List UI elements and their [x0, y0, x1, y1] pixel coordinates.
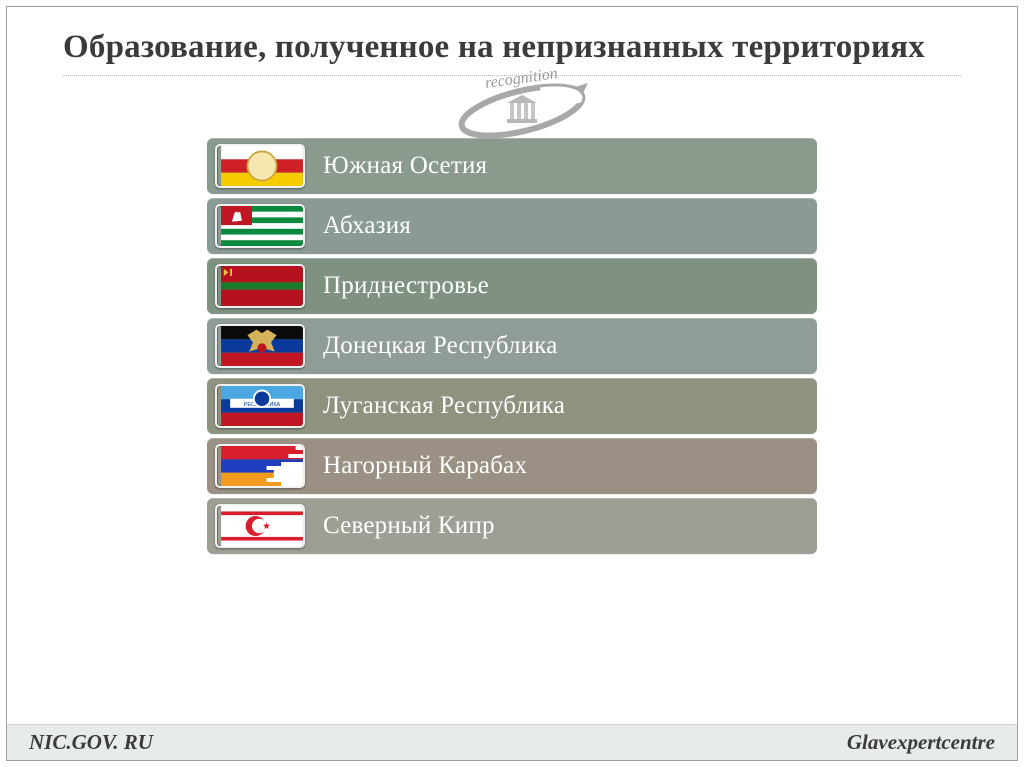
flag-south-ossetia-icon	[215, 144, 305, 188]
flag-donetsk-icon	[215, 324, 305, 368]
territory-row-artsakh: Нагорный Карабах	[207, 438, 817, 494]
territory-row-transnistria: Приднестровье	[207, 258, 817, 314]
territory-list: Южная Осетия Абхазия Приднестровье Донецкая…	[207, 138, 817, 554]
territory-label: Нагорный Карабах	[323, 452, 527, 480]
territory-label: Абхазия	[323, 212, 411, 240]
flag-luhansk-icon: РЕСПУБЛИКА	[215, 384, 305, 428]
flag-transnistria-icon	[215, 264, 305, 308]
territory-row-abkhazia: Абхазия	[207, 198, 817, 254]
flag-artsakh-icon	[215, 444, 305, 488]
slide: Образование, полученное на непризнанных …	[6, 6, 1018, 761]
recognition-logo: recognition	[437, 67, 607, 151]
territory-label: Приднестровье	[323, 272, 489, 300]
territory-label: Северный Кипр	[323, 512, 495, 540]
footer-right: Glavexpertcentre	[847, 730, 995, 755]
territory-row-north-cyprus: Северный Кипр	[207, 498, 817, 554]
footer-left: NIC.GOV. RU	[29, 730, 153, 755]
flag-abkhazia-icon	[215, 204, 305, 248]
header: Образование, полученное на непризнанных …	[7, 7, 1017, 84]
territory-label: Южная Осетия	[323, 152, 487, 180]
flag-north-cyprus-icon	[215, 504, 305, 548]
content-area: Южная Осетия Абхазия Приднестровье Донецкая…	[7, 84, 1017, 724]
territory-row-donetsk: Донецкая Республика	[207, 318, 817, 374]
footer: NIC.GOV. RU Glavexpertcentre	[7, 724, 1017, 760]
territory-label: Донецкая Республика	[323, 332, 558, 360]
territory-row-luhansk: РЕСПУБЛИКА Луганская Республика	[207, 378, 817, 434]
page-title: Образование, полученное на непризнанных …	[63, 27, 961, 67]
territory-label: Луганская Республика	[323, 392, 565, 420]
